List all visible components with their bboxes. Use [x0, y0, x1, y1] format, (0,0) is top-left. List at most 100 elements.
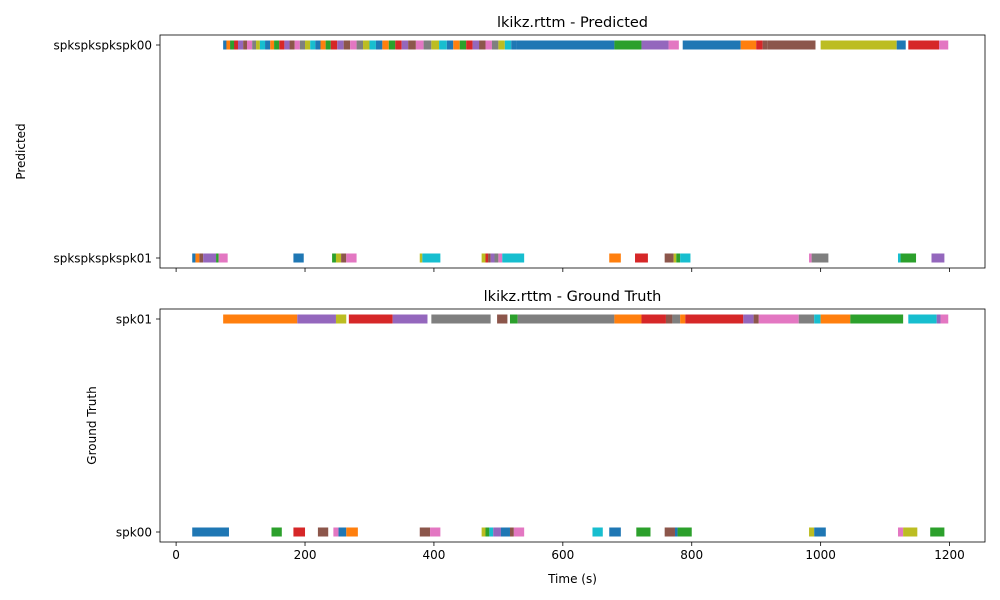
- ground-truth-segment-0: [223, 314, 298, 324]
- ground-truth-segment-40: [513, 527, 525, 537]
- predicted-segment-9: [259, 40, 266, 50]
- predicted-segment-35: [408, 40, 416, 50]
- ground-truth-segment-31: [346, 527, 358, 537]
- predicted-y-axis-label: Predicted: [14, 123, 28, 179]
- predicted-segment-28: [363, 40, 370, 50]
- predicted-segment-41: [453, 40, 460, 50]
- ground-truth-segment-21: [850, 314, 904, 324]
- predicted-segment-17: [299, 40, 306, 50]
- ground-truth-segment-29: [333, 527, 339, 537]
- ground-truth-segment-3: [348, 314, 393, 324]
- predicted-segment-12: [274, 40, 280, 50]
- predicted-segment-47: [491, 40, 499, 50]
- predicted-y-tick-label-1: spkspkspkspk00: [53, 39, 152, 53]
- predicted-segment-50: [511, 40, 517, 50]
- ground-truth-segment-1: [297, 314, 336, 324]
- predicted-segment-11: [270, 40, 275, 50]
- predicted-segment-90: [809, 253, 812, 263]
- ground-truth-segment-43: [636, 527, 651, 537]
- predicted-segment-21: [320, 40, 326, 50]
- predicted-segment-22: [325, 40, 331, 50]
- ground-truth-segment-41: [592, 527, 603, 537]
- predicted-segment-43: [466, 40, 473, 50]
- ground-truth-x-tick-label-5: 1000: [805, 548, 836, 562]
- predicted-segment-13: [279, 40, 285, 50]
- predicted-segment-89: [680, 253, 691, 263]
- predicted-segment-85: [635, 253, 648, 263]
- predicted-segment-78: [485, 253, 489, 263]
- predicted-segment-54: [668, 40, 679, 50]
- ground-truth-segment-5: [431, 314, 491, 324]
- ground-truth-x-tick-label-6: 1200: [934, 548, 965, 562]
- predicted-segment-3: [234, 40, 238, 50]
- ground-truth-segment-30: [338, 527, 347, 537]
- ground-truth-segment-36: [489, 527, 494, 537]
- predicted-segment-59: [767, 40, 816, 50]
- ground-truth-segment-50: [903, 527, 918, 537]
- predicted-y-tick-label-0: spkspkspkspk01: [53, 252, 152, 266]
- predicted-segment-69: [218, 253, 228, 263]
- predicted-segment-66: [199, 253, 204, 263]
- predicted-segment-6: [247, 40, 253, 50]
- predicted-segment-58: [762, 40, 768, 50]
- predicted-segment-71: [332, 253, 336, 263]
- ground-truth-plot-frame: [159, 308, 986, 543]
- ground-truth-segment-46: [677, 527, 692, 537]
- ground-truth-segment-33: [430, 527, 441, 537]
- predicted-segment-10: [265, 40, 271, 50]
- ground-truth-segment-4: [392, 314, 428, 324]
- ground-truth-segment-16: [753, 314, 759, 324]
- ground-truth-segment-7: [509, 314, 518, 324]
- ground-truth-segments: [192, 314, 949, 537]
- ground-truth-segment-42: [609, 527, 621, 537]
- ground-truth-segment-13: [680, 314, 686, 324]
- predicted-segment-40: [446, 40, 454, 50]
- ground-truth-x-tick-label-0: 0: [172, 548, 180, 562]
- ground-truth-segment-38: [500, 527, 510, 537]
- predicted-segment-63: [939, 40, 949, 50]
- ground-truth-segment-19: [814, 314, 821, 324]
- ground-truth-segment-2: [335, 314, 347, 324]
- ground-truth-segment-48: [814, 527, 826, 537]
- ground-truth-title: lkikz.rttm - Ground Truth: [484, 289, 662, 305]
- predicted-segment-64: [192, 253, 196, 263]
- predicted-segment-91: [811, 253, 829, 263]
- predicted-segment-70: [293, 253, 304, 263]
- ground-truth-segment-47: [809, 527, 815, 537]
- ground-truth-segment-22: [908, 314, 937, 324]
- ground-truth-segment-44: [664, 527, 675, 537]
- predicted-segment-60: [820, 40, 897, 50]
- ground-truth-segment-15: [743, 314, 754, 324]
- predicted-segment-49: [504, 40, 512, 50]
- predicted-segment-27: [356, 40, 364, 50]
- predicted-segment-56: [740, 40, 757, 50]
- ground-truth-segment-6: [497, 314, 508, 324]
- ground-truth-segment-17: [758, 314, 799, 324]
- predicted-segment-51: [516, 40, 615, 50]
- predicted-segment-26: [350, 40, 357, 50]
- predicted-segment-83: [502, 253, 525, 263]
- ground-truth-x-tick-label-4: 800: [680, 548, 703, 562]
- predicted-segment-36: [415, 40, 424, 50]
- ground-truth-segment-32: [419, 527, 431, 537]
- predicted-plot-frame: [159, 34, 986, 269]
- predicted-segment-74: [346, 253, 357, 263]
- ground-truth-segment-9: [614, 314, 642, 324]
- predicted-segment-84: [609, 253, 621, 263]
- predicted-segment-38: [431, 40, 440, 50]
- ground-truth-segment-28: [317, 527, 329, 537]
- predicted-segment-61: [896, 40, 906, 50]
- ground-truth-segment-11: [665, 314, 673, 324]
- ground-truth-segment-10: [641, 314, 666, 324]
- predicted-segment-29: [369, 40, 376, 50]
- predicted-segment-20: [315, 40, 321, 50]
- predicted-segment-73: [341, 253, 347, 263]
- predicted-segment-34: [401, 40, 409, 50]
- predicted-segment-79: [488, 253, 491, 263]
- ground-truth-segment-27: [293, 527, 306, 537]
- time-axis-label: Time (s): [547, 572, 597, 586]
- predicted-segment-75: [419, 253, 423, 263]
- ground-truth-x-tick-label-2: 400: [422, 548, 445, 562]
- predicted-segment-87: [673, 253, 677, 263]
